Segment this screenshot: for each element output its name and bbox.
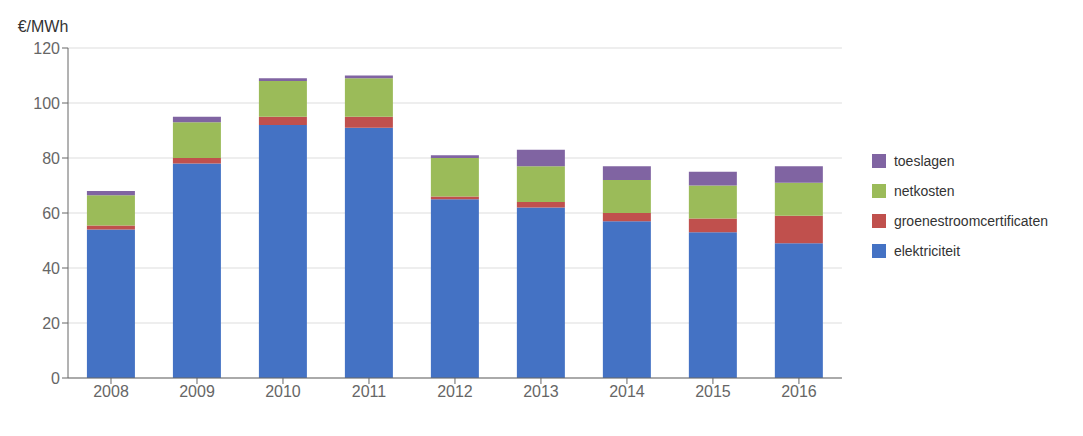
- svg-text:40: 40: [42, 260, 60, 277]
- svg-text:20: 20: [42, 315, 60, 332]
- svg-text:2010: 2010: [265, 383, 301, 400]
- svg-text:2013: 2013: [523, 383, 559, 400]
- svg-text:2015: 2015: [695, 383, 731, 400]
- svg-text:80: 80: [42, 150, 60, 167]
- svg-text:2011: 2011: [352, 383, 387, 400]
- html-text:netkosten: netkosten: [893, 183, 955, 199]
- svg-text:2016: 2016: [781, 383, 817, 400]
- svg-text:120: 120: [33, 40, 60, 57]
- svg-text:2012: 2012: [437, 383, 473, 400]
- svg-text:€/MWh: €/MWh: [18, 18, 69, 35]
- html-text:groenestroomcertificaten: groenestroomcertificaten: [893, 213, 1048, 229]
- html-text:toeslagen: toeslagen: [893, 153, 955, 169]
- svg-text:60: 60: [42, 205, 60, 222]
- svg-text:2014: 2014: [609, 383, 645, 400]
- svg-text:100: 100: [33, 95, 60, 112]
- svg-text:2009: 2009: [179, 383, 215, 400]
- html-text:elektriciteit: elektriciteit: [893, 243, 961, 259]
- svg-text:0: 0: [51, 370, 60, 387]
- svg-text:2008: 2008: [93, 383, 129, 400]
